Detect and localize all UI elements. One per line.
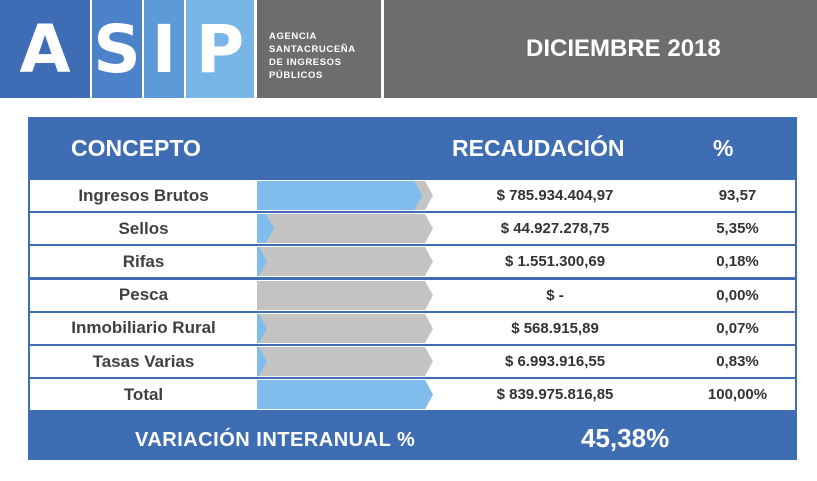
period-title: DICIEMBRE 2018 <box>384 0 817 98</box>
row-share-bar <box>257 380 433 410</box>
row-recaudacion: $ 568.915,89 <box>511 319 599 337</box>
row-recaudacion: $ - <box>546 286 564 304</box>
row-share-bar <box>257 280 433 310</box>
logo-letter-p: P <box>186 0 254 98</box>
table-row: Sellos $ 44.927.278,75 5,35% <box>30 213 795 245</box>
agency-line-1: AGENCIA <box>269 31 318 42</box>
table-row: Pesca $ - 0,00% <box>30 279 795 311</box>
table-row: Rifas $ 1.551.300,69 0,18% <box>30 246 795 278</box>
row-percent: 0,07% <box>716 319 759 337</box>
header: A S I P AGENCIA SANTACRUCEÑA DE INGRESOS… <box>0 0 817 98</box>
bar-track <box>257 347 433 376</box>
bar-fill <box>257 247 267 277</box>
row-share-bar <box>257 347 433 376</box>
header-concepto: CONCEPTO <box>71 135 201 161</box>
variation-value: 45,38% <box>581 423 670 453</box>
row-recaudacion: $ 785.934.404,97 <box>496 187 614 204</box>
header-recaudacion: RECAUDACIÓN <box>452 135 625 161</box>
row-share-bar <box>257 181 433 210</box>
row-concepto: Sellos <box>118 218 169 238</box>
row-concepto: Inmobiliario Rural <box>71 318 216 338</box>
logo-letter-a: A <box>0 0 90 98</box>
bar-fill <box>257 181 423 210</box>
row-percent: 93,57 <box>718 187 757 204</box>
agency-line-2: SANTACRUCEÑA <box>269 44 356 55</box>
row-percent: 0,83% <box>716 353 759 370</box>
row-percent: 5,35% <box>716 220 759 238</box>
bar-fill <box>257 214 274 244</box>
bar-fill <box>257 313 267 343</box>
table-row: Ingresos Brutos $ 785.934.404,97 93,57 <box>30 180 795 211</box>
agency-name: AGENCIA SANTACRUCEÑA DE INGRESOS PÚBLICO… <box>257 0 381 98</box>
revenue-table: CONCEPTO RECAUDACIÓN % Ingresos Brutos $ … <box>28 117 797 460</box>
row-percent: 100,00% <box>707 386 768 404</box>
row-concepto: Rifas <box>122 251 165 271</box>
row-concepto: Pesca <box>118 285 169 305</box>
bar-track <box>257 280 433 310</box>
row-recaudacion: $ 839.975.816,85 <box>496 386 614 404</box>
table-row: Total $ 839.975.816,85 100,00% <box>30 379 795 411</box>
row-percent: 0,00% <box>716 286 759 304</box>
table-row: Inmobiliario Rural $ 568.915,89 0,07% <box>30 312 795 344</box>
logo-letter-i: I <box>144 0 184 98</box>
row-recaudacion: $ 6.993.916,55 <box>504 353 606 370</box>
header-percent: % <box>713 135 734 161</box>
bar-track <box>257 214 433 244</box>
table-row: Tasas Varias $ 6.993.916,55 0,83% <box>30 346 795 377</box>
row-percent: 0,18% <box>716 253 759 271</box>
row-recaudacion: $ 1.551.300,69 <box>504 253 606 271</box>
logo-letter-s: S <box>92 0 142 98</box>
row-concepto: Tasas Varias <box>92 351 195 371</box>
bar-fill <box>257 380 433 410</box>
row-share-bar <box>257 313 433 343</box>
bar-track <box>257 313 433 343</box>
variation-label: VARIACIÓN INTERANUAL % <box>135 429 416 451</box>
row-concepto: Total <box>123 384 164 404</box>
bar-fill <box>257 347 267 376</box>
agency-line-4: PÚBLICOS <box>269 70 323 81</box>
row-share-bar <box>257 214 433 244</box>
bar-track <box>257 247 433 277</box>
agency-line-3: DE INGRESOS <box>269 57 342 68</box>
row-share-bar <box>257 247 433 277</box>
row-recaudacion: $ 44.927.278,75 <box>500 220 610 238</box>
row-concepto: Ingresos Brutos <box>78 185 209 205</box>
